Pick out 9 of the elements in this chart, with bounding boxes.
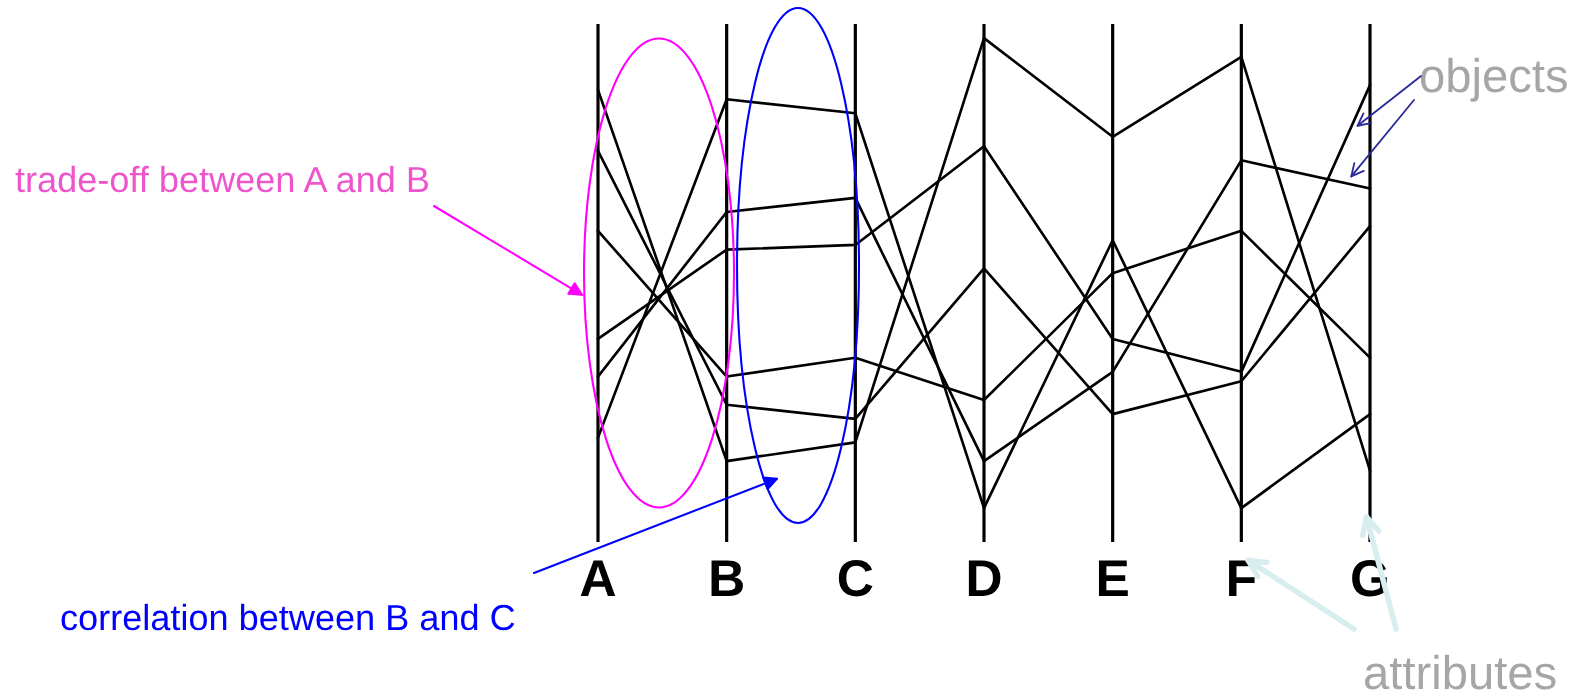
text: trade-off between A and B <box>15 165 429 193</box>
text: correlation between B and C <box>61 603 515 631</box>
x-tick-label: D <box>968 560 1001 596</box>
text: attributes <box>1365 654 1556 690</box>
x-tick-label: E <box>1098 560 1128 596</box>
x-tick-label: C <box>838 560 873 597</box>
x-tick-label: A <box>580 560 616 596</box>
x-tick-label: B <box>711 560 743 596</box>
annotation: objects <box>1420 57 1567 102</box>
